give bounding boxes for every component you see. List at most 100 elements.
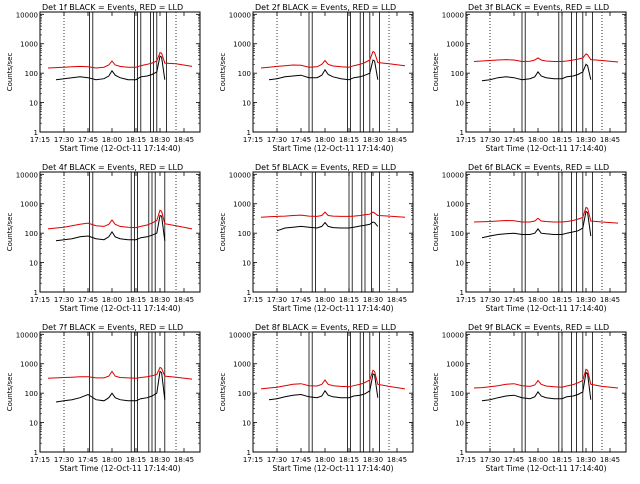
events-series-line (481, 63, 592, 82)
lld-series-line (260, 369, 406, 390)
x-tick-label: 17:15 (30, 296, 50, 304)
y-tick-label: 100 (238, 70, 251, 78)
y-tick-label: 100 (451, 390, 464, 398)
y-tick-label: 1 (247, 449, 251, 457)
x-tick-label: 17:15 (243, 136, 263, 144)
events-series-line (55, 370, 166, 403)
y-tick-label: 10 (455, 260, 464, 268)
x-tick-label: 18:15 (126, 136, 146, 144)
x-tick-label: 17:30 (480, 456, 500, 464)
events-series-line (55, 55, 166, 81)
detector-panel: Det 7f BLACK = Events, RED = LLD 1 10 100 10… (6, 323, 201, 473)
y-tick-label: 10000 (442, 331, 464, 339)
x-tick-label: 18:30 (150, 136, 170, 144)
x-tick-label: 18:15 (126, 296, 146, 304)
y-tick-label: 1000 (20, 201, 38, 209)
lld-series-line (47, 209, 193, 230)
detector-panel: Det 4f BLACK = Events, RED = LLD 1 10 100 10… (6, 163, 201, 313)
x-tick-label: 18:15 (552, 136, 572, 144)
y-axis-label: Counts/sec (432, 53, 440, 92)
panel-title: Det 7f BLACK = Events, RED = LLD (42, 323, 183, 332)
plot-frame (39, 171, 201, 293)
y-tick-label: 10000 (229, 331, 251, 339)
panel-title: Det 2f BLACK = Events, RED = LLD (255, 3, 396, 12)
x-axis-label: Start Time (12-Oct-11 17:14:40) (485, 144, 606, 153)
x-axis-label: Start Time (12-Oct-11 17:14:40) (485, 464, 606, 473)
panel-title: Det 9f BLACK = Events, RED = LLD (468, 323, 609, 332)
y-tick-label: 100 (238, 230, 251, 238)
x-tick-label: 17:45 (291, 296, 311, 304)
panel-title: Det 8f BLACK = Events, RED = LLD (255, 323, 396, 332)
y-tick-label: 1000 (446, 361, 464, 369)
x-tick-label: 18:00 (315, 456, 335, 464)
panel-title: Det 1f BLACK = Events, RED = LLD (42, 3, 183, 12)
detector-panel: Det 5f BLACK = Events, RED = LLD 1 10 100 10… (219, 163, 414, 313)
x-tick-label: 17:45 (504, 456, 524, 464)
x-tick-label: 18:00 (528, 136, 548, 144)
detector-panel: Det 3f BLACK = Events, RED = LLD 1 10 100 10… (432, 3, 627, 153)
y-tick-label: 100 (451, 230, 464, 238)
x-tick-label: 18:15 (552, 456, 572, 464)
x-tick-label: 18:00 (528, 296, 548, 304)
x-tick-label: 18:00 (102, 136, 122, 144)
y-tick-label: 10000 (442, 171, 464, 179)
x-tick-label: 18:30 (363, 296, 383, 304)
detector-panel: Det 2f BLACK = Events, RED = LLD 1 10 100 10… (219, 3, 414, 153)
lld-series-line (47, 366, 193, 380)
y-tick-label: 1000 (233, 201, 251, 209)
x-tick-label: 17:15 (30, 136, 50, 144)
y-axis-label: Counts/sec (6, 53, 14, 92)
y-tick-label: 10000 (16, 11, 38, 19)
plot-frame (39, 331, 201, 453)
y-tick-label: 10000 (229, 11, 251, 19)
x-tick-label: 18:00 (528, 456, 548, 464)
x-tick-label: 18:30 (576, 296, 596, 304)
x-tick-label: 17:30 (54, 296, 74, 304)
x-axis-label: Start Time (12-Oct-11 17:14:40) (59, 144, 180, 153)
y-tick-label: 1 (34, 289, 38, 297)
y-axis-label: Counts/sec (432, 373, 440, 412)
plot-frame (252, 171, 414, 293)
x-tick-label: 17:30 (267, 296, 287, 304)
y-tick-label: 100 (238, 390, 251, 398)
y-tick-label: 1 (247, 129, 251, 137)
x-tick-label: 17:15 (30, 456, 50, 464)
x-tick-label: 17:15 (456, 296, 476, 304)
x-tick-label: 18:45 (387, 456, 407, 464)
x-tick-label: 18:45 (600, 456, 620, 464)
events-series-line (268, 373, 379, 401)
x-tick-label: 18:45 (174, 136, 194, 144)
y-tick-label: 10000 (442, 11, 464, 19)
x-axis-label: Start Time (12-Oct-11 17:14:40) (272, 464, 393, 473)
x-tick-label: 17:45 (78, 456, 98, 464)
plot-frame (252, 11, 414, 133)
panel-title: Det 5f BLACK = Events, RED = LLD (255, 163, 396, 172)
x-tick-label: 17:30 (267, 456, 287, 464)
panel-title: Det 3f BLACK = Events, RED = LLD (468, 3, 609, 12)
lld-series-line (473, 368, 619, 389)
detector-panel: Det 8f BLACK = Events, RED = LLD 1 10 100 10… (219, 323, 414, 473)
y-tick-label: 100 (451, 70, 464, 78)
y-tick-label: 1 (460, 449, 464, 457)
x-tick-label: 17:30 (480, 296, 500, 304)
lld-series-line (260, 50, 406, 69)
x-tick-label: 17:30 (267, 136, 287, 144)
y-tick-label: 1000 (446, 201, 464, 209)
detector-panel: Det 9f BLACK = Events, RED = LLD 1 10 100 10… (432, 323, 627, 473)
events-series-line (268, 59, 379, 81)
y-tick-label: 10 (455, 100, 464, 108)
plot-frame (465, 331, 627, 453)
y-axis-label: Counts/sec (432, 213, 440, 252)
x-tick-label: 17:30 (480, 136, 500, 144)
x-axis-label: Start Time (12-Oct-11 17:14:40) (272, 304, 393, 313)
x-tick-label: 17:30 (54, 136, 74, 144)
x-tick-label: 18:45 (174, 456, 194, 464)
x-tick-label: 18:45 (600, 136, 620, 144)
x-tick-label: 17:45 (291, 136, 311, 144)
x-tick-label: 18:45 (600, 296, 620, 304)
y-tick-label: 100 (25, 230, 38, 238)
x-tick-label: 17:15 (456, 456, 476, 464)
x-axis-label: Start Time (12-Oct-11 17:14:40) (59, 304, 180, 313)
y-tick-label: 1 (34, 449, 38, 457)
